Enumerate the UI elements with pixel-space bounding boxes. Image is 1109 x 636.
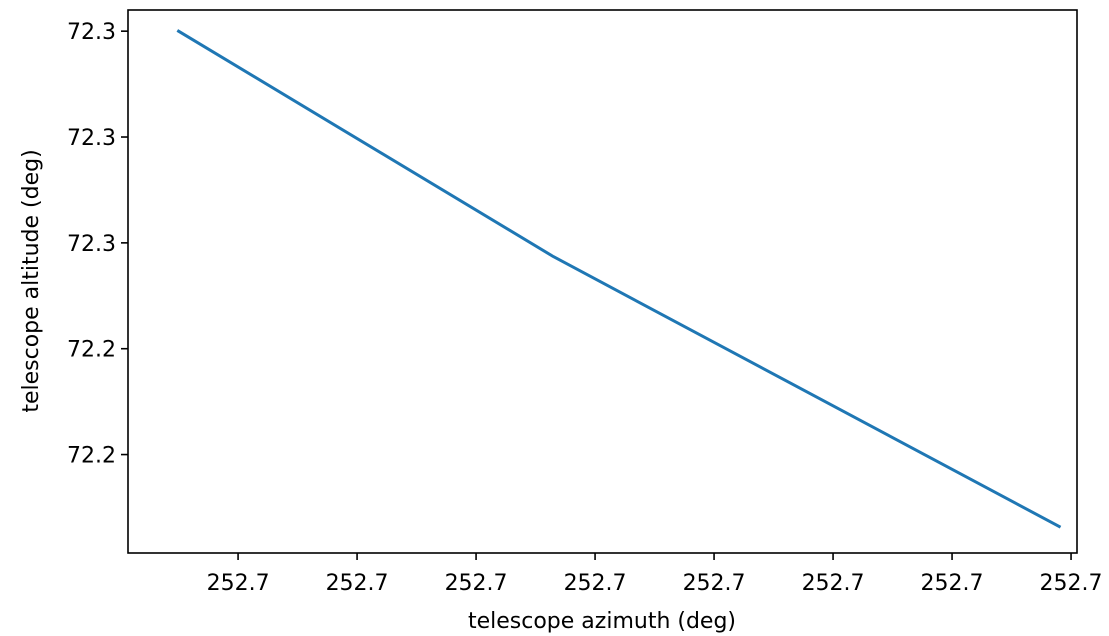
x-tick-label: 252.7 xyxy=(326,571,389,596)
y-tick-label: 72.2 xyxy=(67,338,116,363)
y-axis-label: telescope altitude (deg) xyxy=(19,149,44,412)
x-tick-label: 252.7 xyxy=(564,571,627,596)
plot-frame xyxy=(127,9,1078,554)
x-tick-label: 252.7 xyxy=(445,571,508,596)
y-tick-label: 72.2 xyxy=(67,444,116,469)
y-tick-label: 72.3 xyxy=(67,232,116,257)
x-tick-label: 252.7 xyxy=(1040,571,1103,596)
x-tick-label: 252.7 xyxy=(683,571,746,596)
x-tick-label: 252.7 xyxy=(921,571,984,596)
y-axis-ticks: 72.2 72.2 72.3 72.3 72.3 xyxy=(67,20,128,469)
series-line xyxy=(176,29,1062,529)
x-axis-ticks: 252.7 252.7 252.7 252.7 252.7 252.7 252.7 252.7 xyxy=(207,553,1103,596)
series-layer xyxy=(176,29,1062,529)
x-tick-label: 252.7 xyxy=(802,571,865,596)
y-tick-label: 72.3 xyxy=(67,20,116,45)
y-tick-label: 72.3 xyxy=(67,126,116,151)
x-axis-label: telescope azimuth (deg) xyxy=(468,609,736,634)
x-tick-label: 252.7 xyxy=(207,571,270,596)
